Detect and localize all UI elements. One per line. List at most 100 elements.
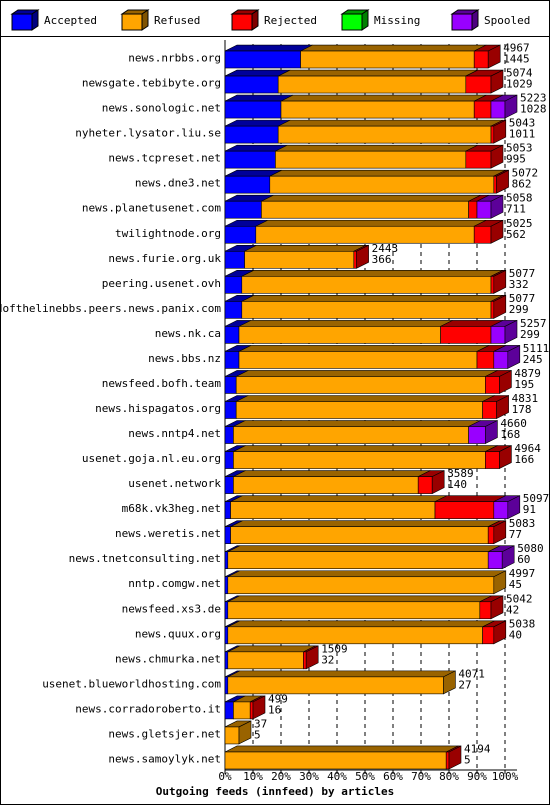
bar-segment [473, 225, 492, 244]
bar-segment [468, 426, 486, 444]
bar-top [238, 345, 490, 352]
bar-segment [233, 476, 419, 494]
accepted-label: 366 [372, 253, 392, 266]
bar-top [230, 520, 501, 527]
bar-segment [269, 175, 495, 194]
bar-top [233, 420, 481, 427]
bar-side [431, 470, 445, 495]
bar-side [493, 119, 507, 144]
total-label: 5042 [506, 592, 533, 605]
x-tick-label: 60% [383, 770, 403, 783]
bar-segment [227, 626, 483, 645]
bar-segment [224, 401, 237, 419]
bar-top [280, 94, 487, 102]
accepted-label: 1028 [520, 103, 547, 116]
bar-top [269, 169, 506, 177]
bar-side [490, 595, 504, 620]
total-label: 5058 [506, 192, 533, 205]
accepted-label: 40 [509, 628, 522, 641]
total-label: 5077 [509, 267, 536, 280]
bar-segment [224, 125, 279, 144]
bar-segment [493, 175, 497, 194]
accepted-label: 995 [506, 153, 526, 166]
total-label: 4997 [509, 567, 536, 580]
x-tick-label: 70% [411, 770, 431, 783]
y-tick-label: news.dne3.net [135, 177, 221, 190]
bar-segment [476, 351, 495, 369]
y-tick-label: news.hispagatos.org [95, 402, 221, 415]
y-tick-label: nyheter.lysator.liu.se [75, 127, 221, 140]
accepted-label: 711 [506, 203, 526, 216]
bar-segment [473, 100, 492, 119]
bar-segment [224, 426, 234, 444]
accepted-label: 60 [517, 553, 530, 566]
total-label: 4071 [458, 667, 485, 680]
bar-top [224, 44, 313, 52]
bar-segment [300, 50, 475, 69]
bar-top [236, 395, 495, 402]
y-tick-label: newsfeed.bofh.team [102, 377, 222, 390]
y-tick-label: news.chmurka.net [115, 652, 221, 665]
bar-segment [233, 451, 486, 469]
y-tick-label: usenet.blueworldhosting.com [42, 677, 221, 690]
y-tick-label: news.bbs.nz [148, 352, 221, 365]
bar-segment [224, 576, 229, 595]
bar-top [227, 570, 506, 578]
bar-top [233, 470, 431, 477]
total-label: 5080 [517, 542, 544, 555]
bar-side [493, 520, 507, 545]
bar-side [507, 495, 521, 520]
bar-top [261, 194, 481, 202]
bar-side [490, 144, 504, 169]
bar-segment [230, 526, 489, 544]
legend-swatch-side [31, 9, 39, 31]
accepted-label: 27 [458, 678, 471, 691]
bar-segment [224, 551, 229, 570]
total-label: 5257 [520, 317, 547, 330]
bar-segment [224, 676, 229, 695]
bar-segment [353, 250, 357, 269]
legend-swatch [341, 13, 363, 31]
bar-segment [487, 551, 503, 570]
y-tick-label: m68k.vk3heg.net [122, 502, 221, 515]
bar-segment [465, 150, 492, 169]
accepted-label: 166 [514, 453, 534, 466]
bar-segment [493, 351, 509, 369]
bar-top [227, 620, 495, 628]
legend-label: Spooled [484, 14, 530, 27]
x-tick-label: 80% [439, 770, 459, 783]
bar-side [356, 244, 369, 269]
total-label: 5025 [506, 217, 533, 230]
bar-segment [440, 326, 492, 344]
bar-segment [227, 676, 444, 695]
bar-segment [224, 651, 229, 670]
total-label: 4879 [514, 367, 541, 380]
bar-segment [235, 401, 483, 419]
bar-side [238, 720, 252, 745]
total-label: 4194 [464, 742, 491, 755]
bar-top [278, 119, 504, 127]
accepted-label: 5 [464, 753, 471, 766]
bar-segment [490, 326, 506, 344]
accepted-label: 299 [509, 303, 529, 316]
legend-swatch [11, 13, 33, 31]
bar-segment [224, 50, 301, 69]
bar-side [499, 445, 512, 470]
bar-segment [224, 276, 243, 294]
bar-side [490, 194, 504, 219]
legend-swatch [451, 13, 473, 31]
bar-top [227, 595, 492, 603]
bar-segment [224, 376, 237, 394]
bar-segment [224, 501, 231, 519]
accepted-label: 178 [512, 403, 532, 416]
x-tick-label: 10% [243, 770, 263, 783]
bar-top [241, 270, 504, 277]
bar-segment [490, 100, 506, 119]
legend-swatch-side [471, 9, 479, 31]
bar-side [499, 369, 512, 394]
bar-segment [473, 50, 489, 69]
bar-segment [227, 601, 481, 620]
bar-segment [224, 326, 240, 344]
legend-swatch [231, 13, 253, 31]
